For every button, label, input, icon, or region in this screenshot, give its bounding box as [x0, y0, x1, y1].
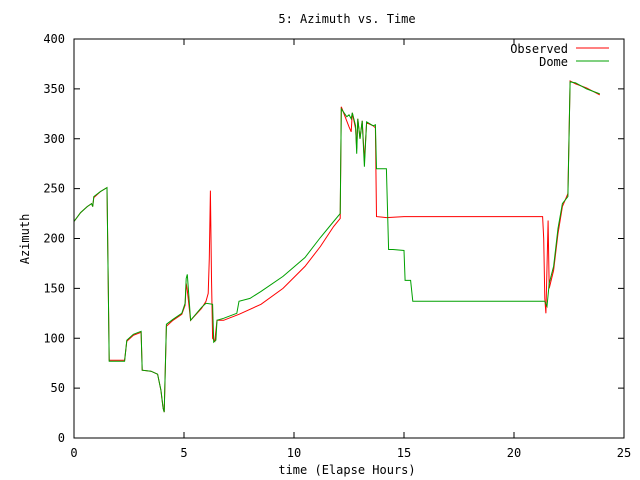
- x-tick-label: 20: [507, 446, 521, 460]
- y-tick-label: 200: [43, 232, 65, 246]
- plot-frame: [73, 38, 625, 439]
- y-tick-label: 300: [43, 132, 65, 146]
- chart-title: 5: Azimuth vs. Time: [278, 12, 415, 26]
- y-tick-label: 150: [43, 281, 65, 295]
- y-tick-label: 400: [43, 32, 65, 46]
- y-tick-label: 0: [58, 431, 65, 445]
- x-tick-label: 5: [180, 446, 187, 460]
- y-tick-label: 50: [51, 381, 65, 395]
- y-axis-label: Azimuth: [18, 214, 32, 265]
- x-tick-label: 10: [287, 446, 301, 460]
- y-tick-label: 250: [43, 182, 65, 196]
- x-axis-label: time (Elapse Hours): [278, 463, 415, 477]
- legend-label-dome: Dome: [539, 55, 568, 69]
- x-tick-label: 15: [397, 446, 411, 460]
- legend-label-observed: Observed: [510, 42, 568, 56]
- x-tick-label: 25: [617, 446, 631, 460]
- series-group: [73, 80, 601, 413]
- y-tick-label: 350: [43, 82, 65, 96]
- series-line-observed: [73, 80, 601, 413]
- x-tick-label: 0: [70, 446, 77, 460]
- y-tick-label: 100: [43, 331, 65, 345]
- series-line-dome: [73, 81, 600, 413]
- legend: Observed Dome: [510, 42, 609, 69]
